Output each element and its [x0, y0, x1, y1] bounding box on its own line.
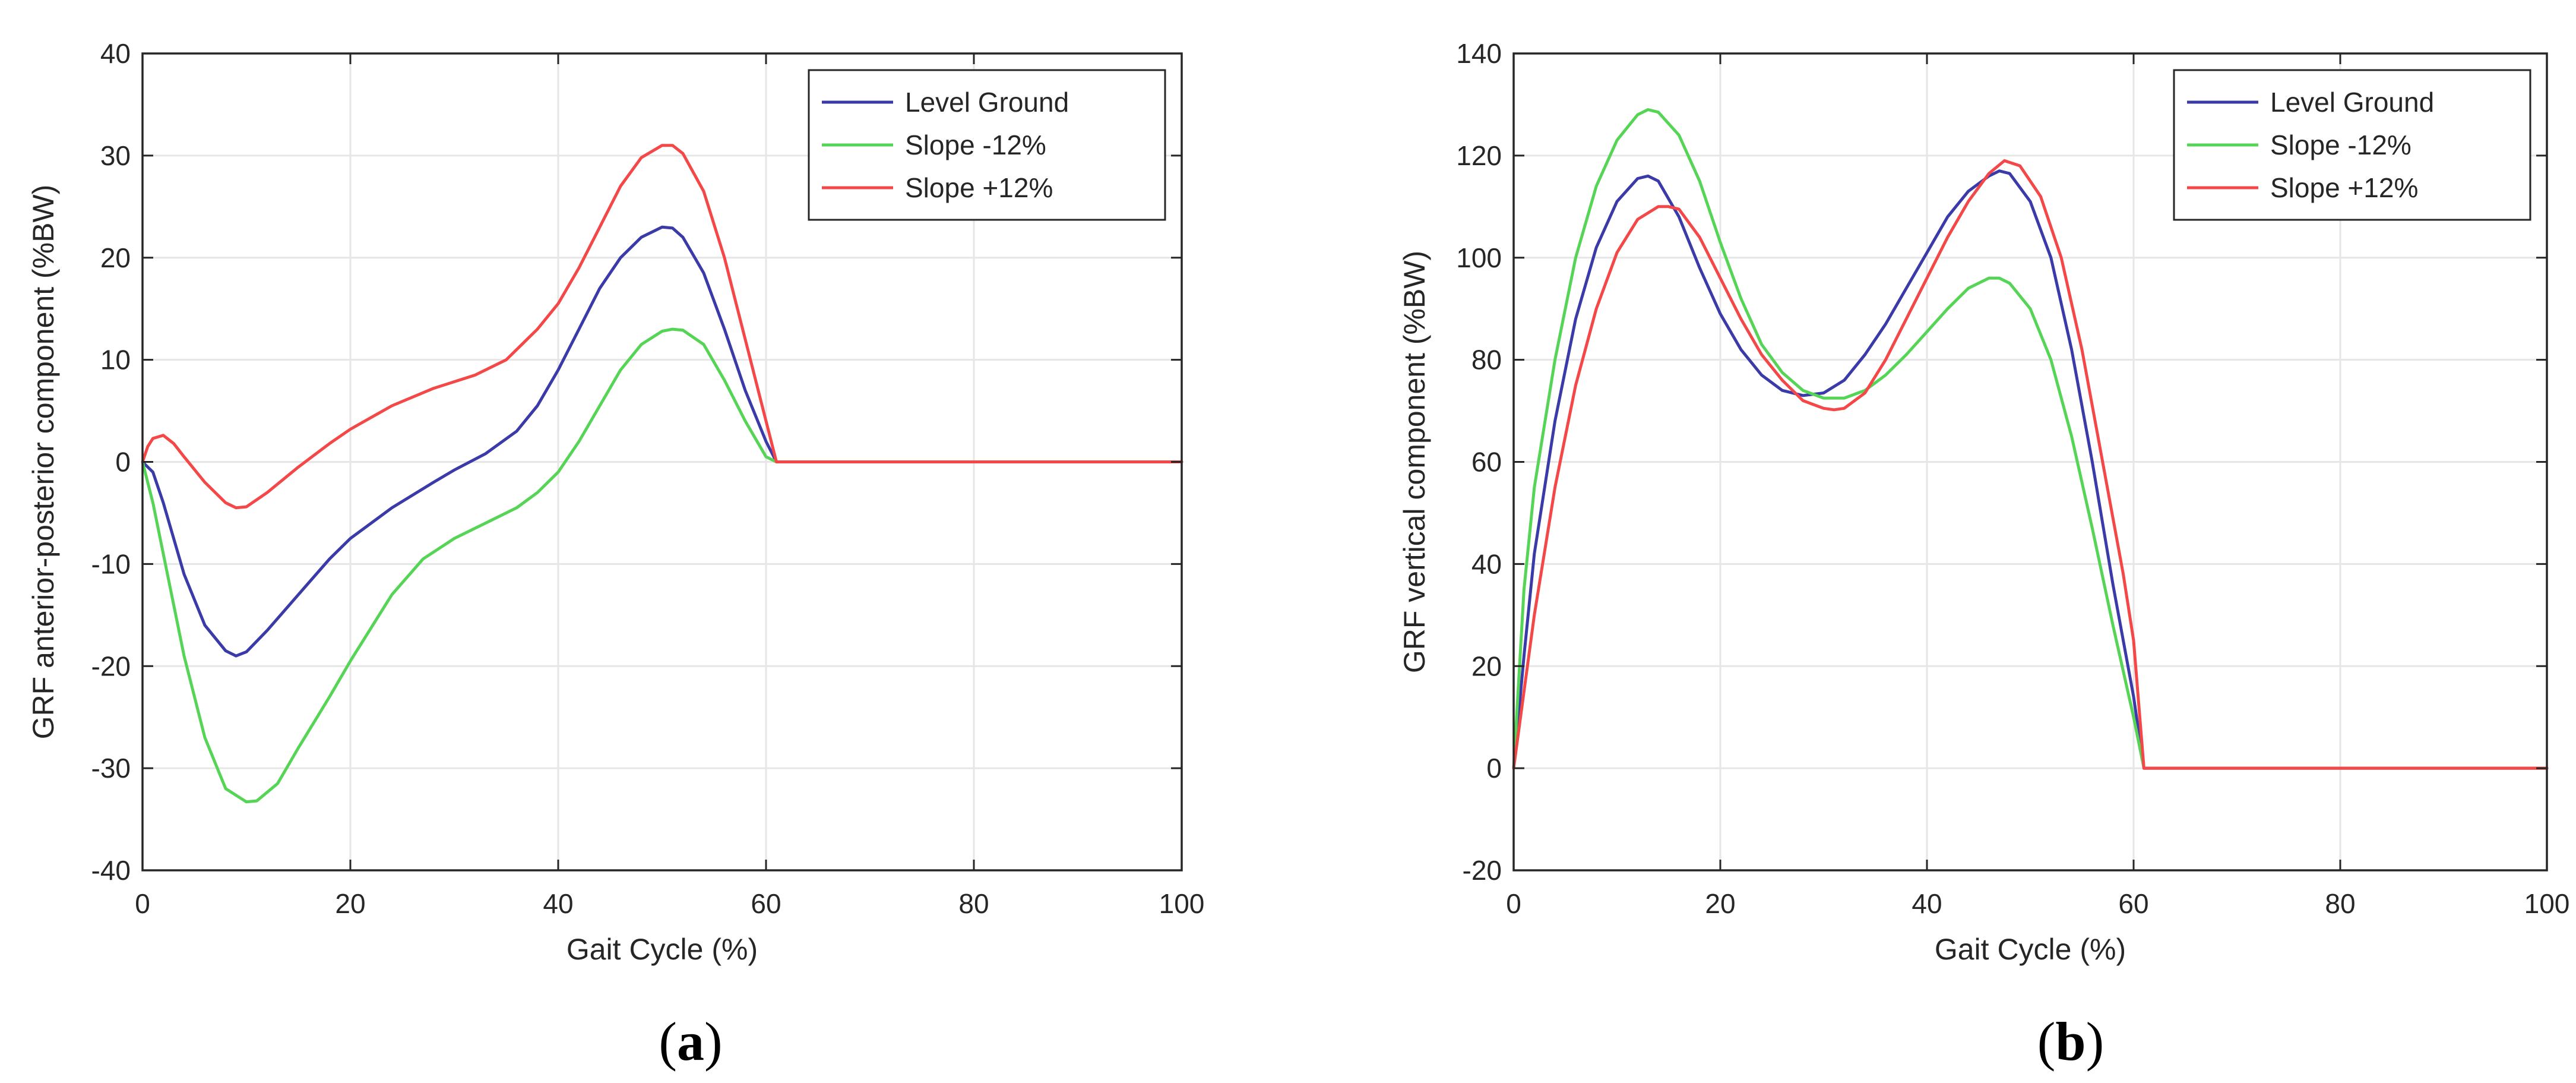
x-tick-label: 0 — [1506, 888, 1521, 919]
series-line-0 — [1512, 169, 2549, 770]
y-tick-label: 20 — [1471, 651, 1502, 681]
series-line-2 — [141, 144, 1183, 510]
y-tick-label: 60 — [1471, 447, 1502, 478]
x-tick-label: 60 — [751, 888, 781, 919]
y-tick-label: 100 — [1456, 242, 1502, 273]
panel-b: 0 20 40 60 80 100 -20 0 20 40 60 80 100 120 140 Gait Cy… — [1288, 0, 2576, 1083]
y-tick-label: 30 — [100, 140, 131, 171]
legend: Level Ground Slope -12% Slope +12% — [808, 69, 1166, 221]
series-line-1 — [141, 327, 1183, 804]
caption-b-letter: b — [2055, 1011, 2086, 1072]
caption-b: (b) — [2037, 1011, 2105, 1072]
y-tick-label: 40 — [100, 38, 131, 69]
x-tick-label: 100 — [2524, 888, 2570, 919]
y-tick-label: 120 — [1456, 140, 1502, 171]
legend-label-0: Level Ground — [905, 87, 1069, 118]
x-tick-label: 40 — [543, 888, 573, 919]
x-tick-label: 20 — [335, 888, 365, 919]
legend-label-0: Level Ground — [2270, 87, 2434, 118]
legend-label-1: Slope -12% — [905, 130, 1046, 160]
x-tick-label: 40 — [1912, 888, 1942, 919]
legend-label-2: Slope +12% — [2270, 172, 2418, 203]
x-tick-label: 100 — [1159, 888, 1205, 919]
y-tick-label: -20 — [1463, 855, 1502, 886]
x-tick-label: 80 — [958, 888, 989, 919]
legend: Level Ground Slope -12% Slope +12% — [2173, 69, 2531, 221]
y-tick-label: 10 — [100, 345, 131, 375]
y-axis-label: GRF vertical component (%BW) — [1398, 251, 1431, 673]
y-tick-label: -40 — [91, 855, 131, 886]
y-tick-label: -10 — [91, 548, 131, 579]
chart-a: 0 20 40 60 80 100 -40 -30 -20 -10 0 10 20 30 40 Gait Cy… — [27, 38, 1205, 966]
y-tick-label: -20 — [91, 651, 131, 681]
y-tick-label: 0 — [1486, 753, 1502, 784]
y-tick-label: 80 — [1471, 345, 1502, 375]
series-line-2 — [1512, 159, 2549, 770]
y-tick-label: 40 — [1471, 548, 1502, 579]
y-axis-label: GRF anterior-posterior component (%BW) — [27, 185, 60, 740]
legend-label-1: Slope -12% — [2270, 130, 2412, 160]
caption-a-letter: a — [677, 1011, 704, 1072]
caption-a: (a) — [659, 1011, 723, 1072]
series-line-0 — [141, 225, 1183, 658]
panel-a: 0 20 40 60 80 100 -40 -30 -20 -10 0 10 20 30 40 Gait Cy… — [27, 38, 1205, 966]
x-axis-label: Gait Cycle (%) — [567, 933, 758, 966]
x-axis-label: Gait Cycle (%) — [1935, 933, 2126, 966]
x-tick-label: 80 — [2325, 888, 2355, 919]
y-tick-label: -30 — [91, 753, 131, 784]
y-tick-label: 140 — [1456, 38, 1502, 69]
y-tick-label: 20 — [100, 242, 131, 273]
x-tick-label: 60 — [2118, 888, 2148, 919]
legend-label-2: Slope +12% — [905, 172, 1053, 203]
x-tick-label: 0 — [135, 888, 150, 919]
x-tick-label: 20 — [1705, 888, 1735, 919]
y-tick-label: 0 — [115, 447, 131, 478]
